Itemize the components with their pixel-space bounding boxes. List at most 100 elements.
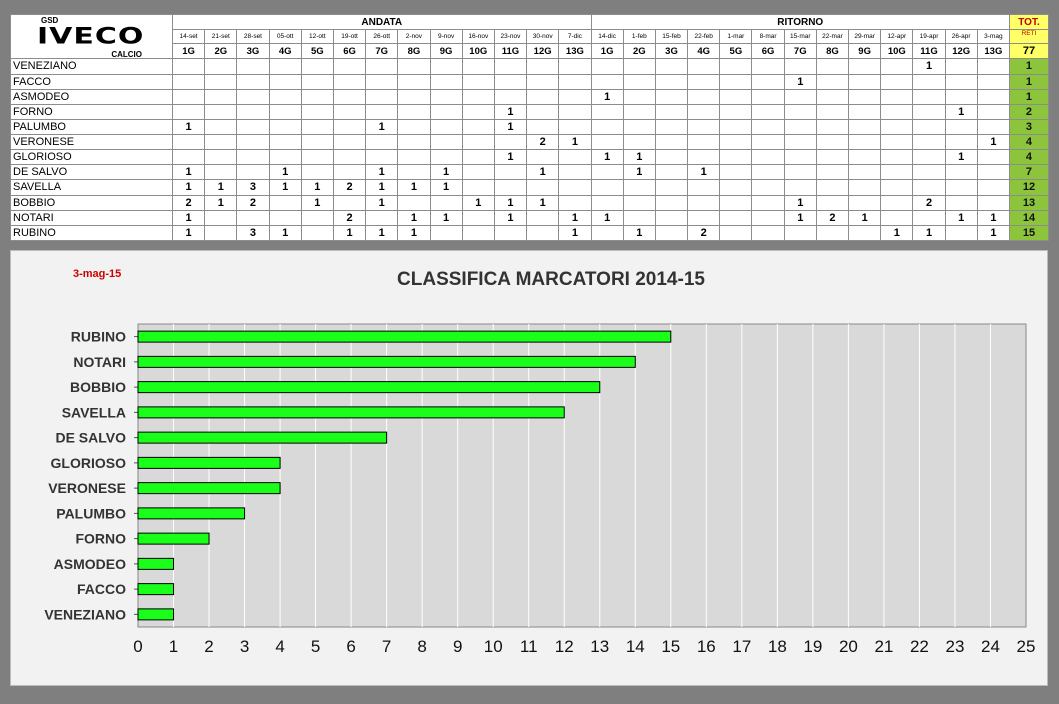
goal-cell [719, 118, 753, 136]
date-header: 3-mag [976, 29, 1010, 45]
round-header: 12G [526, 43, 560, 60]
x-tick-label: 10 [484, 637, 503, 656]
goal-cell [912, 209, 946, 226]
goal-cell: 1 [622, 224, 656, 242]
goal-cell [751, 164, 785, 181]
goal-cell [912, 149, 946, 166]
goal-cell [719, 194, 753, 211]
goal-cell [332, 73, 367, 90]
x-tick-label: 0 [133, 637, 142, 656]
goal-cell [332, 58, 367, 75]
bar-veronese [137, 482, 281, 495]
goal-cell [622, 179, 656, 196]
x-tick-label: 14 [626, 637, 645, 656]
goal-cell [171, 103, 206, 120]
goal-cell [236, 133, 270, 151]
goal-cell [751, 103, 785, 120]
goal-cell: 1 [526, 164, 560, 181]
plot-area [137, 323, 1027, 628]
goal-cell: 2 [526, 133, 560, 151]
goal-cell [526, 149, 560, 166]
goal-cell [365, 88, 399, 105]
grand-total: 77 [1008, 43, 1049, 60]
x-tick-label: 7 [382, 637, 391, 656]
goal-cell [976, 194, 1010, 211]
x-tick-label: 1 [169, 637, 178, 656]
goal-cell [815, 224, 850, 242]
goal-cell: 1 [783, 209, 817, 226]
round-header: 8G [397, 43, 431, 60]
goal-cell [848, 133, 882, 151]
goal-cell [397, 118, 431, 136]
goal-cell [300, 149, 334, 166]
player-name: ASMODEO [10, 88, 173, 105]
goal-cell [976, 164, 1010, 181]
goal-cell: 1 [976, 133, 1010, 151]
goal-cell [976, 73, 1010, 90]
x-tick-label: 19 [803, 637, 822, 656]
date-header: 14-set [171, 29, 206, 45]
goal-cell [944, 58, 978, 75]
date-header: 12-ott [300, 29, 334, 45]
player-name: FACCO [10, 73, 173, 90]
goal-cell [397, 164, 431, 181]
date-header: 2-nov [397, 29, 431, 45]
goal-cell: 1 [493, 149, 528, 166]
goal-cell [397, 103, 431, 120]
goal-cell [236, 149, 270, 166]
round-header: 13G [976, 43, 1010, 60]
round-header: 7G [365, 43, 399, 60]
tot-header-2: RETI [1008, 29, 1049, 45]
andata-header: ANDATA [172, 13, 592, 31]
x-tick-label: 16 [697, 637, 716, 656]
goal-cell [848, 149, 882, 166]
goal-cell [622, 58, 656, 75]
goal-cell [300, 164, 334, 181]
goal-cell [751, 118, 785, 136]
bar-notari [137, 355, 636, 368]
bar-facco [137, 583, 175, 596]
goal-cell [654, 58, 689, 75]
goal-cell [590, 194, 624, 211]
goal-cell [429, 73, 463, 90]
goal-cell [558, 179, 592, 196]
player-total: 2 [1008, 103, 1049, 120]
goal-cell [365, 209, 399, 226]
goal-cell [654, 118, 689, 136]
goal-cell [397, 194, 431, 211]
team-logo: GSD IVECO CALCIO [10, 13, 173, 60]
goal-cell [848, 164, 882, 181]
goal-cell: 1 [429, 179, 463, 196]
goal-cell [622, 88, 656, 105]
goal-cell [912, 133, 946, 151]
table-row: BOBBIO 2 1 2 1 1 1 1 1 1 2 13 [10, 194, 1049, 211]
goal-cell [268, 133, 302, 151]
goal-cell: 1 [429, 164, 463, 181]
goal-cell [332, 118, 367, 136]
goal-cell [912, 88, 946, 105]
goal-cell [461, 58, 495, 75]
goal-cell [461, 103, 495, 120]
goal-cell [976, 88, 1010, 105]
goal-cell [687, 179, 721, 196]
round-header: 10G [880, 43, 914, 60]
goal-cell [204, 118, 238, 136]
goal-cell [429, 224, 463, 242]
round-header: 11G [912, 43, 946, 60]
goal-cell [429, 118, 463, 136]
goal-cell [687, 209, 721, 226]
goal-cell [493, 73, 528, 90]
goal-cell [526, 118, 560, 136]
goal-cell: 1 [848, 209, 882, 226]
goal-cell [848, 88, 882, 105]
goal-cell [526, 58, 560, 75]
goal-cell [880, 164, 914, 181]
goal-cell [493, 179, 528, 196]
goal-cell [268, 58, 302, 75]
goal-cell: 1 [880, 224, 914, 242]
goal-cell: 1 [493, 118, 528, 136]
goal-cell [204, 73, 238, 90]
goal-cell [848, 224, 882, 242]
goal-cell: 1 [300, 179, 334, 196]
goal-cell [815, 164, 850, 181]
